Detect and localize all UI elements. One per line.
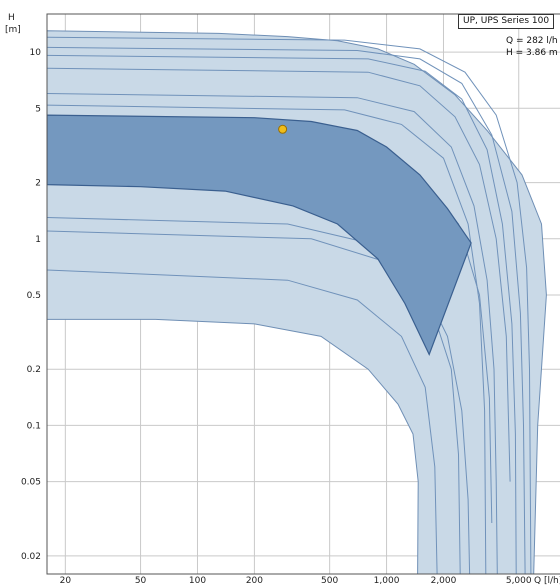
pump-curve	[47, 104, 487, 574]
selected-area	[47, 114, 472, 357]
x-tick-label: 50	[135, 576, 147, 586]
tooltip-head: H = 3.86 m	[506, 48, 558, 58]
x-tick-labels: 20 50 100 200 500 1,000 2,000 5,000	[60, 576, 532, 586]
y-tick-label: 1	[35, 235, 41, 245]
y-tick-label: 10	[30, 48, 42, 58]
y-axis-label-line2: [m]	[5, 25, 21, 35]
y-axis-label: H [m]	[5, 13, 21, 35]
x-tick-label: 200	[246, 576, 263, 586]
x-tick-label: 2,000	[431, 576, 457, 586]
pump-curve	[47, 54, 517, 574]
pump-curve	[47, 36, 532, 574]
y-axis-label-line1: H	[8, 13, 15, 23]
y-tick-label: 0.02	[21, 552, 41, 562]
y-tick-label: 0.2	[27, 365, 41, 375]
envelope-area-group	[47, 30, 547, 574]
y-tick-labels: 10 5 2 1 0.5 0.2 0.1 0.05 0.02	[21, 48, 41, 562]
x-tick-label: 5,000	[506, 576, 532, 586]
x-tick-label: 500	[321, 576, 338, 586]
selected-area-group	[47, 114, 472, 357]
y-tick-label: 5	[35, 104, 41, 114]
tooltip-title: UP, UPS Series 100	[458, 14, 555, 29]
x-tick-label: 1,000	[374, 576, 400, 586]
pump-curve	[47, 269, 438, 574]
pump-curve	[47, 46, 526, 574]
pump-curve	[47, 67, 511, 482]
operating-point-group[interactable]	[278, 124, 288, 134]
x-axis-label: Q [l/h]	[534, 576, 560, 586]
tooltip-flow: Q = 282 l/h	[506, 36, 558, 46]
y-tick-label: 0.05	[21, 478, 41, 488]
x-tick-label: 20	[60, 576, 72, 586]
envelope-area	[47, 30, 547, 574]
y-tick-label: 0.5	[27, 291, 41, 301]
pump-curve	[47, 93, 498, 574]
x-tick-label: 100	[189, 576, 206, 586]
operating-point	[278, 124, 288, 134]
y-tick-label: 0.1	[27, 421, 41, 431]
y-tick-label: 2	[35, 179, 41, 189]
operating-point-tooltip: UP, UPS Series 100 Q = 282 l/h H = 3.86 …	[458, 14, 560, 64]
plot-frame	[46, 13, 560, 575]
